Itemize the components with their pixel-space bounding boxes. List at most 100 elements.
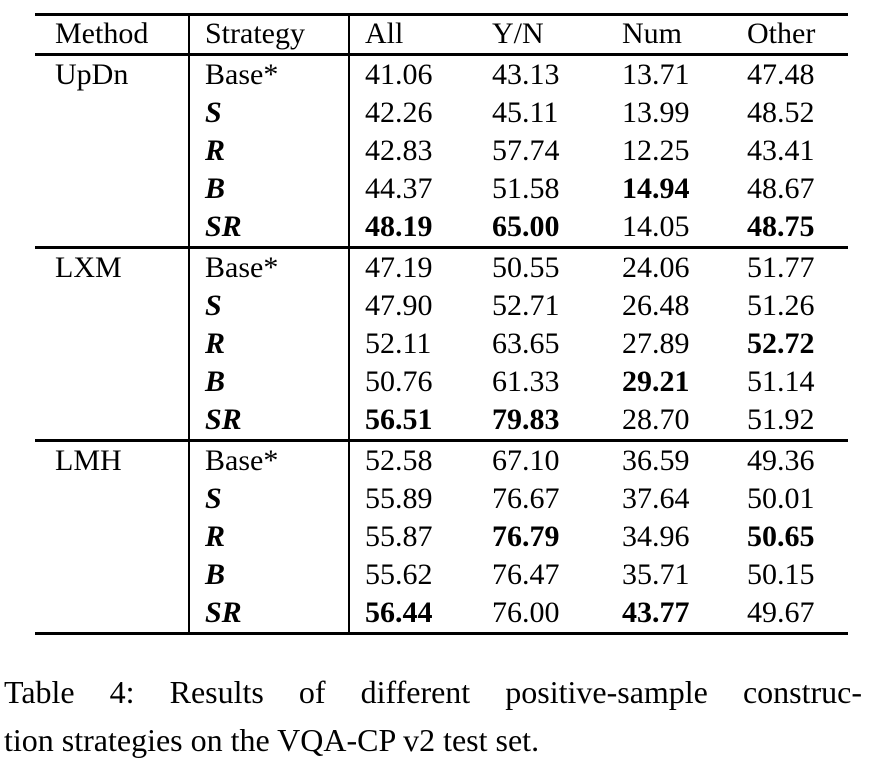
method-cell (35, 208, 188, 246)
table-row: S 47.90 52.71 26.48 51.26 (35, 287, 848, 325)
value-cell: 48.75 (747, 210, 815, 243)
value-cell: 51.58 (492, 172, 560, 205)
strategy-cell: S (188, 480, 348, 518)
value-cell: 61.33 (492, 365, 560, 398)
table-row: SR 48.19 65.00 14.05 48.75 (35, 208, 848, 246)
strategy-cell: SR (188, 208, 348, 246)
value-cell: 35.71 (622, 558, 690, 591)
method-cell (35, 518, 188, 556)
strategy-cell: SR (188, 401, 348, 439)
table-row: UpDn Base* 41.06 43.13 13.71 47.48 (35, 56, 848, 94)
header-strategy: Strategy (188, 16, 348, 53)
value-cell: 76.47 (492, 558, 560, 591)
value-cell: 28.70 (622, 403, 690, 436)
value-cell: 56.51 (348, 401, 475, 439)
table-row: B 44.37 51.58 14.94 48.67 (35, 170, 848, 208)
table-row: R 52.11 63.65 27.89 52.72 (35, 325, 848, 363)
strategy-cell: Base* (188, 56, 348, 94)
method-cell (35, 480, 188, 518)
method-cell: LMH (55, 444, 122, 477)
value-cell: 76.00 (492, 596, 560, 629)
strategy-cell: Base* (188, 442, 348, 480)
method-cell (35, 363, 188, 401)
table-row: R 55.87 76.79 34.96 50.65 (35, 518, 848, 556)
method-cell: UpDn (55, 58, 129, 91)
value-cell: 55.62 (348, 556, 475, 594)
strategy-cell: R (188, 325, 348, 363)
strategy-cell: Base* (188, 249, 348, 287)
strategy-cell: S (188, 287, 348, 325)
table-row: LMH Base* 52.58 67.10 36.59 49.36 (35, 442, 848, 480)
value-cell: 52.11 (348, 325, 475, 363)
value-cell: 12.25 (622, 134, 690, 167)
value-cell: 45.11 (492, 96, 559, 129)
strategy-cell: R (188, 132, 348, 170)
value-cell: 13.71 (622, 58, 690, 91)
value-cell: 51.92 (747, 403, 815, 436)
value-cell: 47.48 (747, 58, 815, 91)
method-cell (35, 556, 188, 594)
table-row: S 55.89 76.67 37.64 50.01 (35, 480, 848, 518)
value-cell: 14.05 (622, 210, 690, 243)
method-cell (35, 325, 188, 363)
caption-line-2: tion strategies on the VQA-CP v2 test se… (4, 722, 540, 758)
value-cell: 50.55 (492, 251, 560, 284)
header-all: All (348, 16, 475, 53)
header-method: Method (55, 17, 149, 50)
value-cell: 42.26 (348, 94, 475, 132)
header-yn: Y/N (492, 17, 544, 50)
value-cell: 41.06 (348, 56, 475, 94)
strategy-cell: B (188, 556, 348, 594)
value-cell: 48.52 (747, 96, 815, 129)
value-cell: 55.89 (348, 480, 475, 518)
value-cell: 37.64 (622, 482, 690, 515)
method-cell (35, 401, 188, 439)
value-cell: 47.90 (348, 287, 475, 325)
value-cell: 24.06 (622, 251, 690, 284)
value-cell: 52.58 (348, 442, 475, 480)
value-cell: 57.74 (492, 134, 560, 167)
table-caption: Table 4: Results of different positive-s… (4, 668, 862, 764)
method-cell (35, 594, 188, 632)
value-cell: 36.59 (622, 444, 690, 477)
table-section-updn: UpDn Base* 41.06 43.13 13.71 47.48 S 42.… (35, 56, 848, 249)
value-cell: 47.19 (348, 249, 475, 287)
value-cell: 27.89 (622, 327, 690, 360)
table-row: R 42.83 57.74 12.25 43.41 (35, 132, 848, 170)
method-cell (35, 94, 188, 132)
value-cell: 43.77 (622, 596, 690, 629)
table-row: SR 56.51 79.83 28.70 51.92 (35, 401, 848, 439)
value-cell: 76.79 (492, 520, 560, 553)
value-cell: 14.94 (622, 172, 690, 205)
table-section-lxm: LXM Base* 47.19 50.55 24.06 51.77 S 47.9… (35, 249, 848, 442)
results-table: Method Strategy All Y/N Num Other UpDn B… (35, 13, 848, 635)
table-row: B 55.62 76.47 35.71 50.15 (35, 556, 848, 594)
value-cell: 48.19 (348, 208, 475, 246)
value-cell: 49.67 (747, 596, 815, 629)
value-cell: 55.87 (348, 518, 475, 556)
value-cell: 63.65 (492, 327, 560, 360)
header-num: Num (622, 17, 682, 50)
strategy-cell: SR (188, 594, 348, 632)
caption-line-1: Table 4: Results of different positive-s… (4, 674, 862, 710)
value-cell: 51.26 (747, 289, 815, 322)
value-cell: 76.67 (492, 482, 560, 515)
strategy-cell: B (188, 363, 348, 401)
value-cell: 44.37 (348, 170, 475, 208)
table-row: S 42.26 45.11 13.99 48.52 (35, 94, 848, 132)
value-cell: 50.76 (348, 363, 475, 401)
strategy-cell: B (188, 170, 348, 208)
value-cell: 56.44 (348, 594, 475, 632)
value-cell: 50.15 (747, 558, 815, 591)
value-cell: 26.48 (622, 289, 690, 322)
method-cell (35, 170, 188, 208)
table-row: SR 56.44 76.00 43.77 49.67 (35, 594, 848, 632)
strategy-cell: R (188, 518, 348, 556)
method-cell: LXM (55, 251, 122, 284)
value-cell: 50.65 (747, 520, 815, 553)
method-cell (35, 132, 188, 170)
table-row: LXM Base* 47.19 50.55 24.06 51.77 (35, 249, 848, 287)
value-cell: 65.00 (492, 210, 560, 243)
value-cell: 49.36 (747, 444, 815, 477)
